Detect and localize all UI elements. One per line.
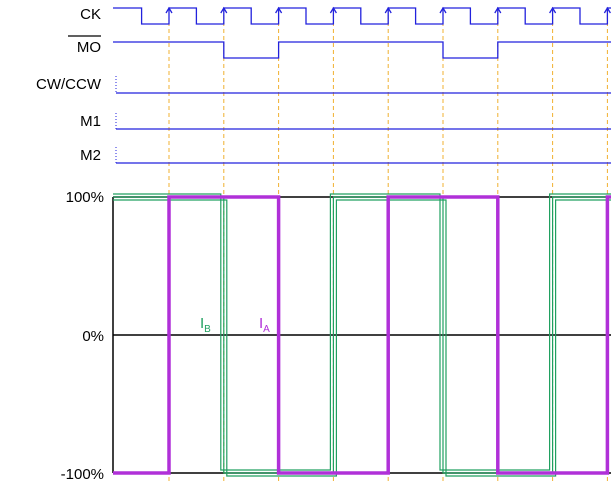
ck-rising-arrow [494, 6, 502, 14]
ia-waveform [113, 195, 611, 475]
ib-waveform-trace [113, 193, 611, 471]
current-axes [112, 196, 611, 474]
digital-signals [113, 6, 611, 164]
ck-waveform [113, 7, 611, 25]
ib-label: IB [200, 315, 211, 335]
ck-rising-arrow [329, 6, 337, 14]
labels: CK MO CW/CCW M1 M2 100% 0% -100% IB IA [36, 6, 270, 483]
ck-rising-arrow [549, 6, 557, 14]
y-tick-100: 100% [66, 189, 104, 206]
ib-waveform-trace [113, 199, 611, 477]
signal-label-mo: MO [77, 39, 101, 56]
ck-rising-arrow [439, 6, 447, 14]
y-tick-minus-100: -100% [61, 466, 104, 483]
mo-waveform [113, 41, 611, 59]
current-waveforms [113, 193, 611, 477]
ck-rising-arrow [220, 6, 228, 14]
ck-rising-arrow [603, 6, 611, 14]
ck-rising-arrow [275, 6, 283, 14]
ck-rising-arrow [384, 6, 392, 14]
ck-rising-arrow [165, 6, 173, 14]
signal-label-ck: CK [80, 6, 101, 23]
ia-label: IA [259, 315, 270, 335]
signal-label-m1: M1 [80, 113, 101, 130]
signal-label-cwccw: CW/CCW [36, 76, 102, 93]
y-tick-0: 0% [82, 328, 104, 345]
signal-label-m2: M2 [80, 147, 101, 164]
